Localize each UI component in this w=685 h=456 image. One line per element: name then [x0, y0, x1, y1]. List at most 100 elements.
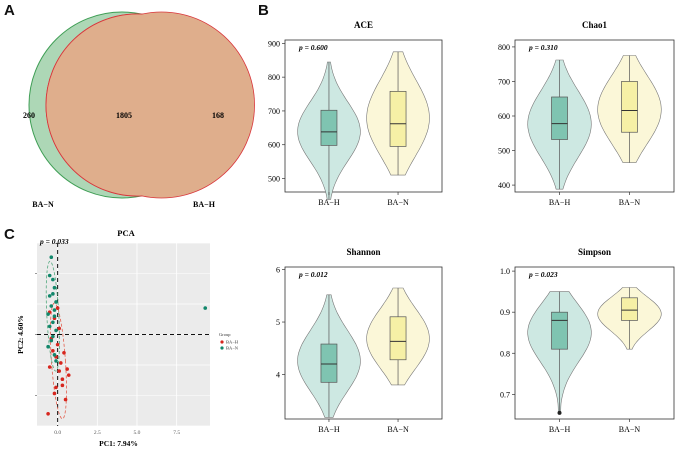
violin-panel-chao1: Chao1 400 500 600 700 800 p = 0.310 BA−H BA−N: [498, 20, 675, 207]
point-ba-h: [66, 373, 71, 377]
plot-frame: [284, 266, 443, 420]
pca-title: PCA: [117, 228, 135, 238]
panel-label-c: C: [4, 226, 15, 243]
y-tick-label: 500: [498, 147, 510, 156]
x-tick-label: BA−H: [549, 425, 571, 434]
y-tick-label: 900: [268, 39, 280, 48]
pca-p-value: p = 0.033: [39, 237, 69, 246]
point-ba-n: [51, 277, 55, 282]
point-ba-h: [57, 369, 62, 373]
point-ba-h: [55, 306, 60, 310]
violin-title: ACE: [354, 20, 373, 30]
point-ba-h: [63, 397, 68, 402]
violin-title: Simpson: [578, 247, 611, 257]
violin-title: Chao1: [582, 20, 608, 30]
legend-label: BA−N: [226, 346, 239, 351]
y-tick-label: 400: [498, 181, 510, 190]
y-tick-label: 700: [498, 77, 510, 86]
pca-panel: PCA p = 0.033 0.0 2.5 5.0 7.5 PC1: 7.94% PC2: 4…: [16, 228, 239, 448]
point-ba-n: [54, 359, 58, 363]
x-tick-label: BA−H: [318, 198, 340, 207]
box: [551, 96, 568, 140]
violin-panel-shannon: Shannon 4 5 6 p = 0.012 BA−H BA−N: [276, 247, 443, 434]
y-tick-label: 4: [276, 370, 280, 379]
y-axis-label: PC2: 4.60%: [16, 315, 25, 354]
p-value: p = 0.600: [298, 43, 328, 52]
point-ba-n: [52, 314, 57, 319]
ellipse-ba-h: [49, 302, 67, 420]
y-tick-label: 6: [276, 266, 280, 275]
point-ba-h: [60, 383, 65, 388]
y-tick-label: 700: [268, 107, 280, 116]
point-ba-n: [47, 294, 52, 298]
x-tick-label: BA−N: [387, 425, 409, 434]
y-tick-label: 800: [498, 43, 510, 52]
point-ba-n: [47, 324, 52, 329]
y-tick-label: 0.9: [500, 308, 510, 317]
x-axis-label: PC1: 7.94%: [99, 439, 138, 448]
violin-panel-ace: ACE 500 600 700 800 900 p = 0.600 BA−H BA−N: [268, 20, 443, 207]
x-tick-label: 2.5: [94, 430, 101, 436]
legend-label: BA−H: [226, 340, 239, 345]
y-tick-label: 600: [268, 141, 280, 150]
x-tick-label: 0.0: [54, 430, 61, 436]
point-ba-h: [65, 367, 69, 371]
y-tick-label: 0.8: [500, 349, 510, 358]
x-tick-label: BA−N: [619, 198, 641, 207]
x-tick-label: BA−N: [387, 198, 409, 207]
y-tick-label: 600: [498, 112, 510, 121]
outlier-point: [557, 410, 562, 415]
box: [389, 316, 407, 361]
point-ba-h: [60, 377, 65, 382]
y-tick-label: 500: [268, 174, 280, 183]
legend-title: Group: [219, 332, 231, 337]
point-ba-n: [52, 353, 57, 357]
box: [320, 109, 338, 146]
point-ba-n: [51, 292, 55, 296]
point-ba-n: [52, 285, 57, 290]
p-value: p = 0.023: [528, 270, 558, 279]
point-ba-n: [46, 312, 50, 316]
y-tick-label: 5: [276, 318, 280, 327]
point-ba-h: [62, 351, 66, 355]
box: [551, 311, 568, 350]
point-ba-n: [49, 338, 54, 343]
point-ba-n: [54, 328, 58, 333]
plot-frame: [284, 39, 443, 193]
point-ba-h: [57, 326, 62, 331]
x-tick-label: BA−H: [318, 425, 340, 434]
point-ba-n: [49, 304, 54, 308]
point-ba-n: [203, 306, 208, 310]
legend-key-ba-h: [220, 340, 224, 344]
point-ba-n: [54, 300, 58, 304]
p-value: p = 0.012: [298, 270, 328, 279]
x-tick-label: 5.0: [134, 430, 141, 436]
point-ba-n: [51, 320, 55, 325]
point-ba-n: [52, 308, 57, 312]
p-value: p = 0.310: [528, 43, 558, 52]
box: [389, 90, 407, 147]
box: [320, 343, 338, 383]
violin-panel-simpson: Simpson 0.7 0.8 0.9 1.0 p = 0.023 BA−H BA−N: [500, 247, 675, 434]
x-tick-label: BA−H: [549, 198, 571, 207]
point-ba-h: [46, 412, 50, 416]
x-tick-label: 7.5: [173, 430, 180, 436]
box: [621, 297, 638, 321]
point-ba-n: [49, 255, 54, 260]
point-ba-n: [51, 334, 55, 339]
point-ba-h: [55, 342, 60, 347]
plot-frame: [514, 266, 675, 420]
point-ba-h: [59, 361, 63, 365]
y-tick-label: 0.7: [500, 390, 510, 399]
ellipse-ba-n: [45, 260, 60, 372]
point-ba-n: [47, 273, 52, 278]
y-tick-label: 1.0: [500, 267, 510, 276]
panel-label-a: A: [4, 2, 15, 19]
panel-label-b: B: [258, 2, 269, 19]
y-tick-label: 800: [268, 73, 280, 82]
point-ba-h: [47, 365, 52, 369]
x-tick-label: BA−N: [619, 425, 641, 434]
point-ba-h: [52, 391, 57, 396]
